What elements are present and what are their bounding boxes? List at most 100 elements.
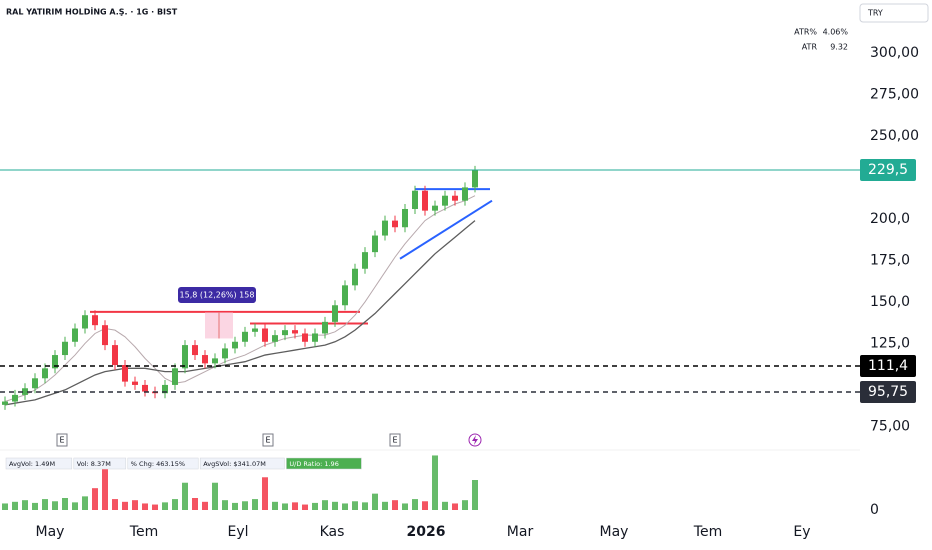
event-label: E	[392, 436, 397, 445]
candle-body	[2, 401, 8, 405]
measure-label-bg	[178, 287, 256, 303]
measure-label: 15,8 (12,26%) 158	[180, 291, 255, 300]
candle-body	[132, 381, 138, 385]
price-label: 229,5	[868, 162, 908, 178]
volume-tick-label: 0	[870, 502, 879, 518]
x-tick-label: May	[36, 524, 65, 540]
currency[interactable]: TRY	[867, 9, 883, 18]
candle-body	[212, 358, 218, 364]
candle-body	[452, 195, 458, 201]
candle-body	[402, 208, 408, 228]
indicator-name: ATR%	[794, 28, 817, 37]
x-tick-label: Tem	[129, 524, 158, 540]
volume-bar	[82, 496, 88, 510]
volume-bar	[402, 503, 408, 510]
candle-body	[302, 333, 308, 342]
moving-average	[4, 195, 476, 403]
price-badge	[860, 355, 916, 378]
y-tick-label: 125,0	[870, 335, 910, 351]
x-tick-label: Ey	[793, 524, 810, 540]
volume-bar	[212, 482, 218, 510]
y-tick-label: 250,00	[870, 128, 919, 144]
volume-bar	[362, 502, 368, 510]
volume-bar	[52, 501, 58, 510]
candle-body	[12, 394, 18, 402]
volume-bar	[182, 482, 188, 510]
candle-body	[232, 341, 238, 349]
price-badge	[860, 380, 916, 403]
chart-title: RAL YATIRIM HOLDİNG A.Ş. · 1G · BIST	[6, 7, 178, 17]
candle-body	[412, 190, 418, 209]
candle-body	[62, 341, 68, 356]
y-tick-label: 150,0	[870, 294, 910, 310]
volume-legend: AvgSVol: $341.07M	[203, 460, 266, 468]
volume-bar	[102, 469, 108, 510]
volume-bar	[22, 500, 28, 510]
candle-body	[22, 388, 28, 395]
indicator-name: ATR	[802, 43, 818, 52]
price-badge	[860, 158, 916, 181]
candle-body	[112, 345, 118, 366]
volume-bar	[462, 500, 468, 510]
x-tick-label: Tem	[693, 524, 722, 540]
candle-body	[472, 169, 478, 188]
event-marker	[262, 433, 274, 447]
volume-bar	[452, 503, 458, 510]
volume-bar	[432, 455, 438, 510]
candle-body	[432, 205, 438, 211]
candle-body	[102, 325, 108, 346]
volume-bar	[322, 500, 328, 510]
candle-body	[312, 333, 318, 342]
volume-bar	[172, 499, 178, 510]
candle-body	[72, 328, 78, 342]
volume-legend: Vol: 8.37M	[77, 460, 111, 468]
volume-bar	[12, 501, 18, 510]
volume-bar	[332, 501, 338, 510]
candle-body	[202, 355, 208, 364]
candle-body	[52, 355, 58, 369]
event-label: E	[59, 436, 64, 445]
volume-bar	[382, 501, 388, 510]
price-label: 111,4	[868, 358, 908, 374]
volume-bar	[142, 503, 148, 510]
candle-body	[342, 285, 348, 306]
y-tick-label: 300,00	[870, 45, 919, 61]
volume-bar	[192, 498, 198, 510]
volume-bar	[2, 503, 8, 510]
candle-body	[192, 345, 198, 356]
candle-body	[172, 368, 178, 385]
event-label: E	[265, 436, 270, 445]
currency-box[interactable]	[859, 3, 929, 23]
volume-bar	[472, 480, 478, 510]
candle-body	[92, 315, 98, 326]
candle-body	[382, 220, 388, 236]
candle-body	[322, 321, 328, 334]
candle-body	[252, 328, 258, 332]
trendline	[399, 199, 493, 260]
candle-body	[272, 335, 278, 342]
event-marker	[389, 433, 401, 447]
candle-body	[332, 305, 338, 322]
candle-body	[242, 331, 248, 342]
volume-bar	[112, 499, 118, 510]
x-tick-label: Eyl	[227, 524, 248, 540]
volume-bar	[62, 498, 68, 510]
split-icon	[472, 435, 478, 445]
volume-bar	[232, 502, 238, 510]
volume-bar	[132, 500, 138, 510]
volume-bar	[92, 488, 98, 510]
volume-bar	[292, 502, 298, 510]
indicator-value: 9.32	[830, 43, 848, 52]
volume-bar	[252, 499, 258, 510]
x-tick-label: Mar	[507, 524, 534, 540]
y-tick-label: 275,00	[870, 86, 919, 102]
volume-bar	[372, 493, 378, 510]
candle-body	[262, 328, 268, 342]
volume-bar	[412, 499, 418, 510]
candle-body	[142, 384, 148, 392]
volume-bar	[42, 499, 48, 510]
volume-bar	[302, 504, 308, 510]
volume-bar	[352, 501, 358, 510]
volume-legend-box	[286, 457, 362, 470]
